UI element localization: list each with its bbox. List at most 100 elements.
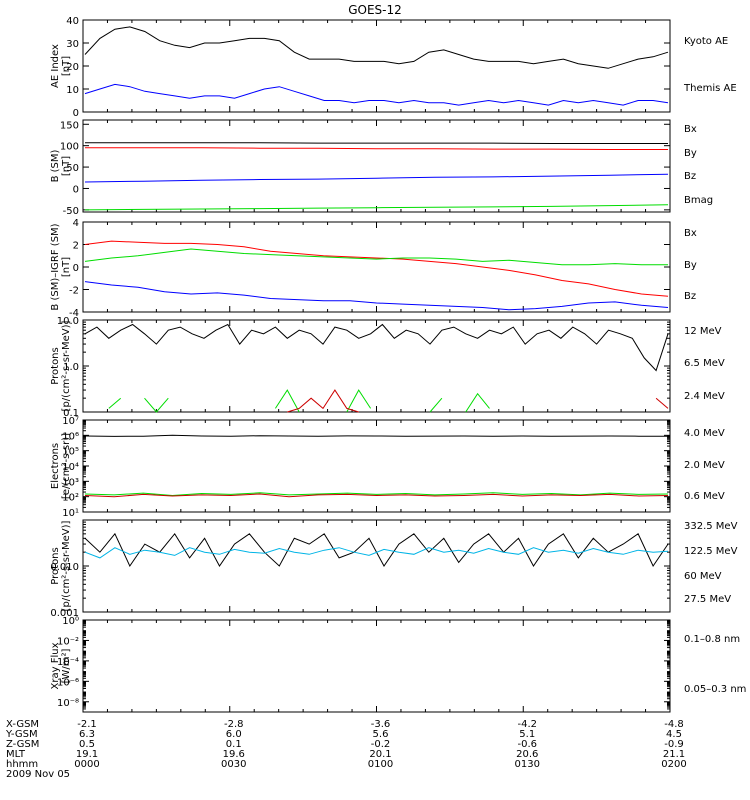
legend-entry: 2.4 MeV [684, 391, 725, 402]
series-line-3 [287, 389, 669, 413]
series-line-2 [84, 83, 669, 106]
axis-row-value: 4.5 [666, 729, 682, 740]
y-tick-label: 10⁻⁶ [57, 677, 79, 688]
y-tick-label: 4 [73, 218, 79, 229]
series-line-2 [84, 547, 669, 559]
legend-entry: By [684, 260, 697, 271]
legend-entry: 4.0 MeV [684, 428, 725, 439]
panel-frame [82, 119, 671, 213]
axis-row-value: 20.6 [516, 749, 538, 760]
axis-row-value: -3.6 [371, 719, 391, 730]
axis-row-value: -0.6 [517, 739, 537, 750]
y-tick-label: 150 [60, 120, 79, 131]
y-tick-label: 10⁻⁴ [57, 657, 79, 668]
legend-entry: 6.5 MeV [684, 358, 725, 369]
axis-row-label: MLT [6, 749, 26, 760]
legend-entry: 27.5 MeV [684, 594, 731, 605]
legend-entry: 122.5 MeV [684, 546, 738, 557]
series-line-1 [84, 240, 669, 297]
panel-2: -50 0 50 100 150 B (SM) [nT] Bx By Bz Bmag [50, 119, 713, 217]
y-tick-label: 50 [66, 163, 79, 174]
axis-row-value: 5.6 [373, 729, 389, 740]
y-tick-label: 10⁻² [57, 636, 79, 647]
figure-title: GOES-12 [348, 3, 402, 17]
panel-7: 10⁻⁸ 10⁻⁶ 10⁻⁴ 10⁻² 10⁰ Xray Flux [W/m²] 0.1–0.… [50, 616, 746, 713]
legend-entry: 2.0 MeV [684, 460, 725, 471]
y-axis-label: [p/(cm²-s-sr-MeV)] [61, 520, 72, 611]
y-tick-label: 0.010 [50, 562, 79, 573]
legend-entry: By [684, 148, 697, 159]
y-axis-label: Xray Flux [50, 642, 61, 689]
y-axis-label: [W/m²] [61, 648, 72, 683]
axis-row-value: 0.1 [226, 739, 242, 750]
y-axis-label: Electrons [50, 443, 61, 489]
y-tick-label: 10⁷ [62, 416, 79, 427]
y-tick-label: 20 [66, 62, 79, 73]
date-label: 2009 Nov 05 [6, 769, 70, 780]
series-line-3 [84, 173, 669, 183]
y-tick-label: 100 [60, 142, 79, 153]
legend-entry: 0.6 MeV [684, 491, 725, 502]
panel-frame [82, 319, 671, 413]
axis-row-label: Y-GSM [5, 729, 38, 740]
series-line-1 [85, 142, 668, 144]
axis-row-value: 6.0 [226, 729, 242, 740]
y-axis-label: Protons [50, 347, 61, 384]
panel-frame [82, 221, 671, 313]
axis-row-value: 19.1 [76, 749, 98, 760]
y-axis-label: [nT] [61, 257, 72, 277]
axis-row-label: hhmm [6, 759, 38, 770]
y-tick-label: 10.0 [57, 316, 79, 327]
legend-entry: 12 MeV [684, 326, 722, 337]
y-axis-label: AE Index [50, 44, 61, 88]
y-tick-label: 10⁵ [62, 447, 79, 458]
legend-entry: 332.5 MeV [684, 521, 738, 532]
axis-row-value: -0.2 [371, 739, 391, 750]
y-axis-label: [nT] [61, 156, 72, 176]
series-line-4 [84, 204, 669, 211]
y-axis-label: B (SM) [50, 149, 61, 182]
legend-entry: Bz [684, 171, 696, 182]
series-line-2 [109, 390, 633, 412]
legend-entry: Bmag [684, 195, 713, 206]
axis-row-value: -2.1 [77, 719, 97, 730]
panel-3: -4 -2 0 2 4 B (SM)–IGRF (SM) [nT] Bx By Bz [50, 218, 697, 319]
y-tick-label: 1.0 [63, 362, 79, 373]
series-line-2 [85, 147, 668, 150]
axis-row-value: 0000 [74, 759, 99, 770]
y-tick-label: 0 [73, 263, 79, 274]
y-tick-label: 10³ [62, 477, 79, 488]
y-tick-label: -50 [63, 206, 79, 217]
y-tick-label: 0.1 [63, 408, 79, 419]
axis-row-value: 0100 [368, 759, 393, 770]
series-line-1 [84, 323, 669, 372]
legend-entry: Themis AE [683, 83, 737, 94]
axis-row-value: 0.5 [79, 739, 95, 750]
y-tick-label: 10⁻⁸ [57, 698, 79, 709]
axis-row-value: 5.1 [519, 729, 535, 740]
panel-frame [82, 19, 671, 113]
series-line-1 [84, 532, 669, 568]
axis-row-value: 0030 [221, 759, 246, 770]
series-line-3 [84, 493, 669, 498]
legend-entry: 0.05–0.3 nm [684, 684, 746, 695]
y-tick-label: 10⁰ [62, 616, 79, 627]
panel-4: 0.1 1.0 10.0 Protons [p/(cm²-s-sr-MeV)] 12 Me… [50, 316, 725, 419]
y-tick-label: -4 [69, 308, 79, 319]
panel-frame [82, 419, 671, 513]
axis-row-value: 21.1 [663, 749, 685, 760]
series-line-1 [84, 26, 669, 69]
panel-5: 10¹ 10² 10³ 10⁴ 10⁵ 10⁶ 10⁷ Electrons [e/(cm²-s-… [50, 416, 725, 519]
axis-row-value: 0200 [661, 759, 686, 770]
axis-row-value: 19.6 [223, 749, 245, 760]
axis-row-value: -4.2 [517, 719, 537, 730]
series-line-3 [84, 281, 669, 311]
y-axis-label: Protons [50, 547, 61, 584]
legend-entry: 0.1–0.8 nm [684, 634, 740, 645]
axis-row-value: -0.9 [664, 739, 684, 750]
panel-frame [82, 619, 671, 713]
y-axis-label: [p/(cm²-s-sr-MeV)] [61, 320, 72, 411]
axis-row-label: X-GSM [6, 719, 39, 730]
y-tick-label: 0 [73, 184, 79, 195]
